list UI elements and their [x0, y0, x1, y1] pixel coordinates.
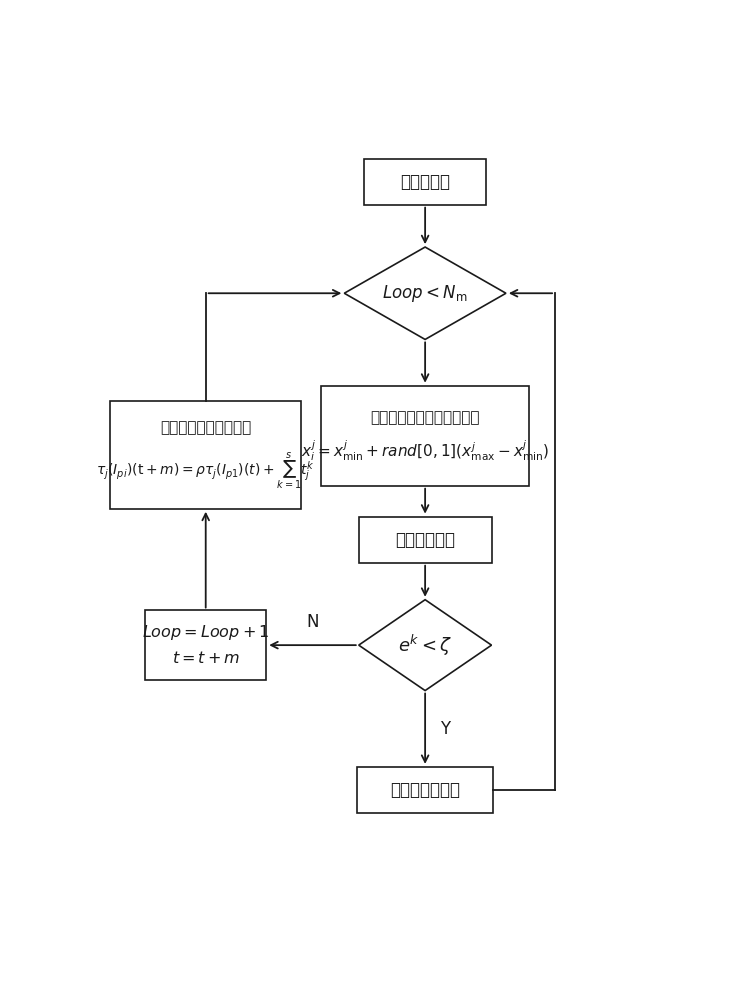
FancyBboxPatch shape	[145, 610, 266, 680]
Text: $Loop < N_{\mathrm{m}}$: $Loop < N_{\mathrm{m}}$	[382, 283, 468, 304]
Text: $e^k < \zeta$: $e^k < \zeta$	[398, 633, 452, 658]
Text: $\tau_j(I_{pi})(\mathrm{t}+m) = \rho\tau_j(I_{p1})(t) + \sum_{k=1}^{s} t_j^k$: $\tau_j(I_{pi})(\mathrm{t}+m) = \rho\tau…	[96, 450, 315, 492]
Text: Y: Y	[440, 720, 450, 738]
Text: 蜜源信息按照下式调节: 蜜源信息按照下式调节	[160, 420, 251, 436]
FancyBboxPatch shape	[358, 517, 492, 563]
Text: 初始化参数: 初始化参数	[400, 173, 450, 191]
FancyBboxPatch shape	[321, 386, 529, 486]
Text: $Loop=Loop+1$: $Loop=Loop+1$	[142, 623, 270, 642]
Text: 侦察蜂位置按下式随即更新: 侦察蜂位置按下式随即更新	[370, 410, 480, 425]
Polygon shape	[358, 600, 492, 691]
Polygon shape	[344, 247, 506, 339]
Text: 计算训练误差: 计算训练误差	[395, 531, 455, 549]
Text: $t=t+m$: $t=t+m$	[171, 650, 240, 666]
FancyBboxPatch shape	[364, 158, 486, 205]
Text: 存储权值和阈值: 存储权值和阈值	[390, 781, 460, 799]
Text: N: N	[306, 613, 319, 631]
FancyBboxPatch shape	[358, 767, 493, 813]
FancyBboxPatch shape	[110, 401, 301, 509]
Text: $x_i^j = x_{\min}^j + rand[0,1](x_{\max}^j - x_{\min}^j)$: $x_i^j = x_{\min}^j + rand[0,1](x_{\max}…	[301, 438, 549, 463]
